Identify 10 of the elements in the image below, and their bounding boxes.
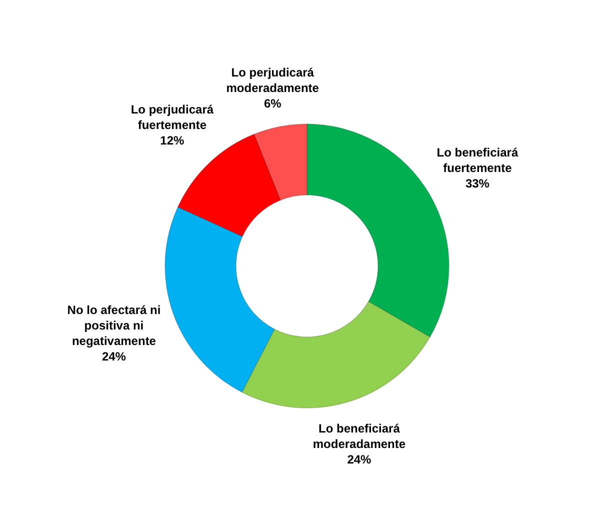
data-label: 24% [102,349,126,364]
data-label: 6% [264,96,282,111]
slice-label: Lo perjudicará moderadamente [226,66,320,96]
slice-label: Lo perjudicará fuertemente [130,102,214,132]
slice-label: Lo beneficiará moderadamente [312,422,406,452]
slice-label: No lo afectará ni positiva ni negativamente [67,302,161,348]
data-label: 12% [160,133,185,148]
slice-label: Lo beneficiará fuertemente [436,145,518,175]
data-label: 33% [465,176,490,190]
data-label: 24% [347,452,372,467]
